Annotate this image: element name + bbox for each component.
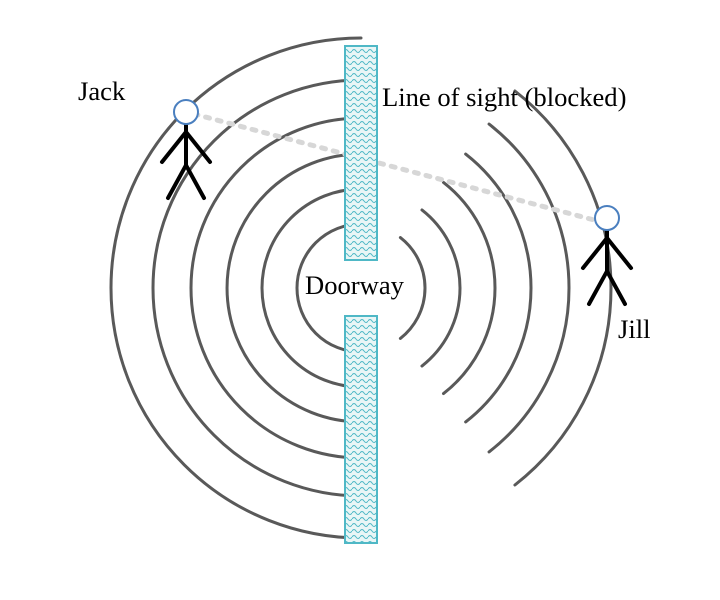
- wave-arc: [443, 182, 495, 393]
- wave-arc: [489, 124, 569, 452]
- wave-arc: [422, 210, 460, 366]
- jill-label: Jill: [618, 314, 651, 344]
- jack-label: Jack: [78, 76, 126, 106]
- line-of-sight: [194, 114, 613, 225]
- line-of-sight-label: Line of sight (blocked): [382, 82, 626, 112]
- sound-waves-right: [400, 91, 611, 485]
- wall-segment: [345, 316, 377, 543]
- wave-arc: [400, 238, 425, 339]
- jill-figure-head-icon: [595, 206, 619, 230]
- jack-figure: [162, 100, 210, 198]
- doorway-label: Doorway: [305, 270, 405, 300]
- wall-segment: [345, 46, 377, 260]
- jack-figure-head-icon: [174, 100, 198, 124]
